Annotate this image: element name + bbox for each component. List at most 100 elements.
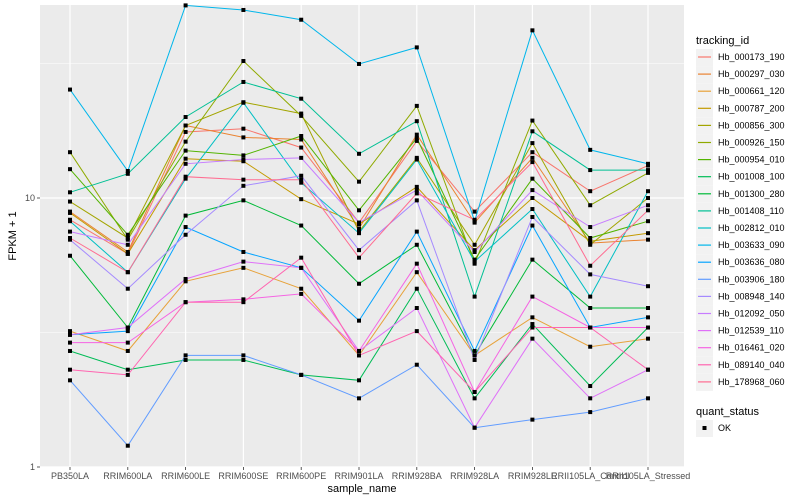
data-point-Hb_089140_040-RRIM901LA <box>357 353 361 358</box>
data-point-Hb_008948_140-RRII105LA_Control <box>588 272 593 277</box>
data-point-Hb_012539_110-RRIM928LE <box>530 336 535 341</box>
data-point-Hb_178968_060-RRIM600LA <box>125 270 130 275</box>
legend-label-Hb_000787_200: Hb_000787_200 <box>718 103 785 113</box>
legend-key-square-marker <box>702 426 707 430</box>
data-point-Hb_089140_040-RRIM928LE <box>530 325 535 330</box>
data-point-Hb_003906_180-RRII105LA_Stressed <box>646 396 650 401</box>
data-point-Hb_000297_030-RRII105LA_Stressed <box>646 237 650 242</box>
data-point-Hb_000926_150-RRIM600SE <box>241 59 246 64</box>
data-point-Hb_000954_010-RRIM600LE <box>183 148 188 153</box>
data-point-Hb_000297_030-RRIM600SE <box>241 135 246 140</box>
data-point-Hb_000661_120-RRIM600LE <box>183 279 188 284</box>
data-point-Hb_001408_110-RRIM928BA <box>414 119 419 124</box>
data-point-Hb_000954_010-RRIM600LA <box>125 232 130 237</box>
data-point-Hb_001300_280-RRIM928LA <box>472 353 477 358</box>
data-point-Hb_001300_280-RRII105LA_Control <box>588 306 593 311</box>
legend-label-OK: OK <box>718 423 731 433</box>
data-point-Hb_003633_090-RRIM600PE <box>299 17 304 22</box>
legend-label-Hb_000661_120: Hb_000661_120 <box>718 86 785 96</box>
y-tick-label: 1 <box>30 462 35 472</box>
data-point-Hb_001408_110-RRIM600PE <box>299 96 304 101</box>
x-tick-label: RRIM901LA <box>334 471 383 481</box>
data-point-Hb_000856_300-PB350LA <box>68 199 72 204</box>
data-point-Hb_008948_140-RRIM901LA <box>357 248 361 253</box>
data-point-Hb_000954_010-PB350LA <box>68 167 72 172</box>
x-tick-label: RRIM928LE <box>508 471 557 481</box>
data-point-Hb_000954_010-RRIM928LE <box>530 176 535 181</box>
legend-title-quant-status: quant_status <box>696 406 759 418</box>
data-point-Hb_000926_150-RRII105LA_Control <box>588 203 593 208</box>
data-point-Hb_000954_010-RRII105LA_Stressed <box>646 219 650 224</box>
data-point-Hb_012539_110-RRIM600PE <box>299 265 304 270</box>
data-points <box>68 3 650 448</box>
legend-label-Hb_001408_110: Hb_001408_110 <box>718 206 784 216</box>
data-point-Hb_000954_010-RRII105LA_Control <box>588 236 593 241</box>
data-point-Hb_000787_200-RRIM600LE <box>183 156 188 161</box>
data-point-Hb_012539_110-RRIM600SE <box>241 259 246 264</box>
data-point-Hb_001408_110-PB350LA <box>68 190 72 195</box>
data-point-Hb_001008_100-RRIM928LA <box>472 396 477 401</box>
data-point-Hb_000856_300-RRIM928LA <box>472 242 477 247</box>
data-point-Hb_000926_150-RRIM901LA <box>357 179 361 184</box>
data-point-Hb_001008_100-RRIM600SE <box>241 357 246 362</box>
data-point-Hb_001408_110-RRII105LA_Stressed <box>646 168 650 173</box>
data-point-Hb_001008_100-PB350LA <box>68 348 72 353</box>
x-tick-label: RRII105LA_Stressed <box>606 471 691 481</box>
data-point-Hb_000954_010-RRIM600PE <box>299 134 304 139</box>
data-point-Hb_089140_040-RRIM600PE <box>299 255 304 260</box>
legend-title-tracking-id: tracking_id <box>696 35 749 47</box>
data-point-Hb_000173_190-RRIM600LE <box>183 129 188 134</box>
data-point-Hb_000173_190-RRIM600PE <box>299 145 304 150</box>
x-axis-title: sample_name <box>327 483 396 495</box>
data-point-Hb_000954_010-RRIM600SE <box>241 153 246 158</box>
data-point-Hb_003906_180-RRIM600LE <box>183 353 188 358</box>
data-point-Hb_012539_110-PB350LA <box>68 332 72 337</box>
data-point-Hb_016461_020-RRIM901LA <box>357 348 361 353</box>
data-point-Hb_008948_140-RRIM600SE <box>241 183 246 188</box>
data-point-Hb_002812_010-RRIM600PE <box>299 180 304 185</box>
data-point-Hb_008948_140-RRIM928BA <box>414 198 419 203</box>
data-point-Hb_000856_300-RRIM600PE <box>299 111 304 116</box>
data-point-Hb_000787_200-RRII105LA_Stressed <box>646 231 650 236</box>
data-point-Hb_002812_010-RRIM928LA <box>472 259 477 264</box>
legend-label-Hb_016461_020: Hb_016461_020 <box>718 343 785 353</box>
data-point-Hb_008948_140-RRIM600PE <box>299 173 304 178</box>
data-point-Hb_012092_050-RRIM928LE <box>530 188 535 193</box>
data-point-Hb_012092_050-RRII105LA_Control <box>588 225 593 230</box>
data-point-Hb_012092_050-RRIM600LE <box>183 161 188 166</box>
legend-label-Hb_002812_010: Hb_002812_010 <box>718 223 785 233</box>
data-point-Hb_178968_060-PB350LA <box>68 236 72 241</box>
data-point-Hb_178968_060-RRIM901LA <box>357 255 361 260</box>
data-point-Hb_178968_060-RRIM600SE <box>241 177 246 182</box>
data-point-Hb_000926_150-RRIM600LE <box>183 139 188 144</box>
legend-label-Hb_000297_030: Hb_000297_030 <box>718 69 785 79</box>
data-point-Hb_012092_050-RRIM600PE <box>299 155 304 160</box>
x-tick-label: RRIM600LA <box>103 471 152 481</box>
legend-label-Hb_000173_190: Hb_000173_190 <box>718 52 785 62</box>
data-point-Hb_016461_020-RRIM600LA <box>125 340 130 345</box>
data-point-Hb_003906_180-RRIM600PE <box>299 372 304 377</box>
data-point-Hb_000173_190-RRIM928LE <box>530 150 535 155</box>
legend-label-Hb_012092_050: Hb_012092_050 <box>718 309 785 319</box>
legend-label-Hb_012539_110: Hb_012539_110 <box>718 326 784 336</box>
data-point-Hb_000173_190-RRIM928LA <box>472 209 477 214</box>
data-point-Hb_002812_010-PB350LA <box>68 219 72 224</box>
data-point-Hb_003633_090-RRII105LA_Control <box>588 147 593 152</box>
legend-label-Hb_008948_140: Hb_008948_140 <box>718 291 785 301</box>
legend-label-Hb_178968_060: Hb_178968_060 <box>718 377 785 387</box>
data-point-Hb_012092_050-RRIM901LA <box>357 220 361 225</box>
legend-label-Hb_003633_090: Hb_003633_090 <box>718 240 785 250</box>
data-point-Hb_012539_110-RRII105LA_Control <box>588 396 593 401</box>
data-point-Hb_003633_090-RRIM600SE <box>241 7 246 12</box>
data-point-Hb_178968_060-RRIM600LE <box>183 174 188 179</box>
data-point-Hb_000787_200-RRII105LA_Control <box>588 239 593 244</box>
data-point-Hb_000173_190-RRII105LA_Control <box>588 189 593 194</box>
data-point-Hb_012092_050-RRIM600SE <box>241 157 246 162</box>
data-point-Hb_000926_150-RRIM928BA <box>414 103 419 108</box>
data-point-Hb_000173_190-RRIM600SE <box>241 126 246 131</box>
legend-label-Hb_001300_280: Hb_001300_280 <box>718 189 785 199</box>
data-point-Hb_178968_060-RRIM600PE <box>299 177 304 182</box>
data-point-Hb_000787_200-PB350LA <box>68 210 72 215</box>
data-point-Hb_000661_120-RRII105LA_Stressed <box>646 336 650 341</box>
data-point-Hb_012092_050-RRIM928LA <box>472 249 477 254</box>
